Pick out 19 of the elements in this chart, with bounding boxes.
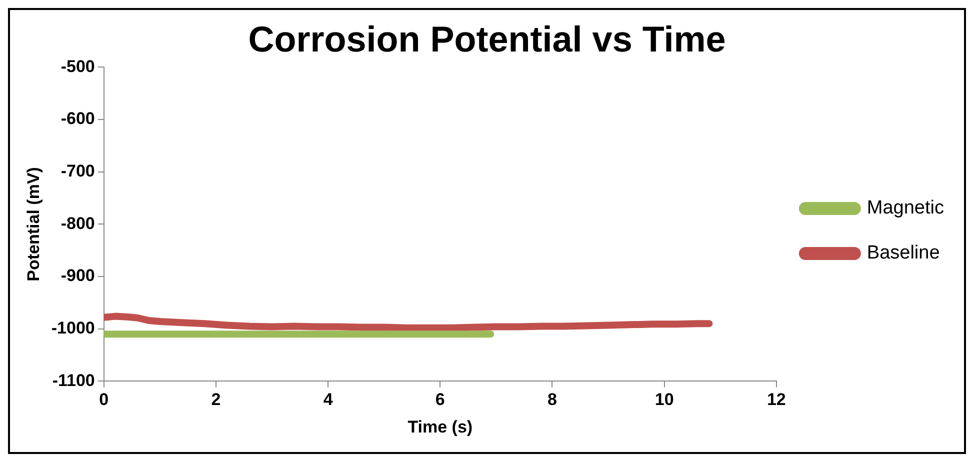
y-tick-label: -1100 — [52, 370, 95, 390]
y-tick-label: -1000 — [51, 318, 95, 338]
x-tick-label: 12 — [766, 390, 786, 410]
y-tick-label: -500 — [60, 56, 95, 76]
x-tick-label: 6 — [435, 390, 445, 410]
y-tick-label: -700 — [60, 162, 95, 181]
x-tick-label: 10 — [654, 390, 674, 410]
x-tick-label: 4 — [323, 390, 334, 410]
y-axis-title: Potential (mV) — [24, 167, 43, 282]
legend-label: Baseline — [866, 242, 940, 264]
chart-title: Corrosion Potential vs Time — [248, 18, 726, 60]
x-tick-label: 8 — [547, 390, 557, 410]
x-tick-label: 2 — [211, 390, 221, 410]
y-tick-label: -900 — [60, 266, 95, 286]
x-axis-title: Time (s) — [408, 417, 473, 436]
legend-label: Magnetic — [866, 198, 944, 219]
x-tick-label: 0 — [99, 390, 109, 410]
y-tick-label: -600 — [60, 109, 95, 128]
y-tick-label: -800 — [60, 214, 95, 233]
